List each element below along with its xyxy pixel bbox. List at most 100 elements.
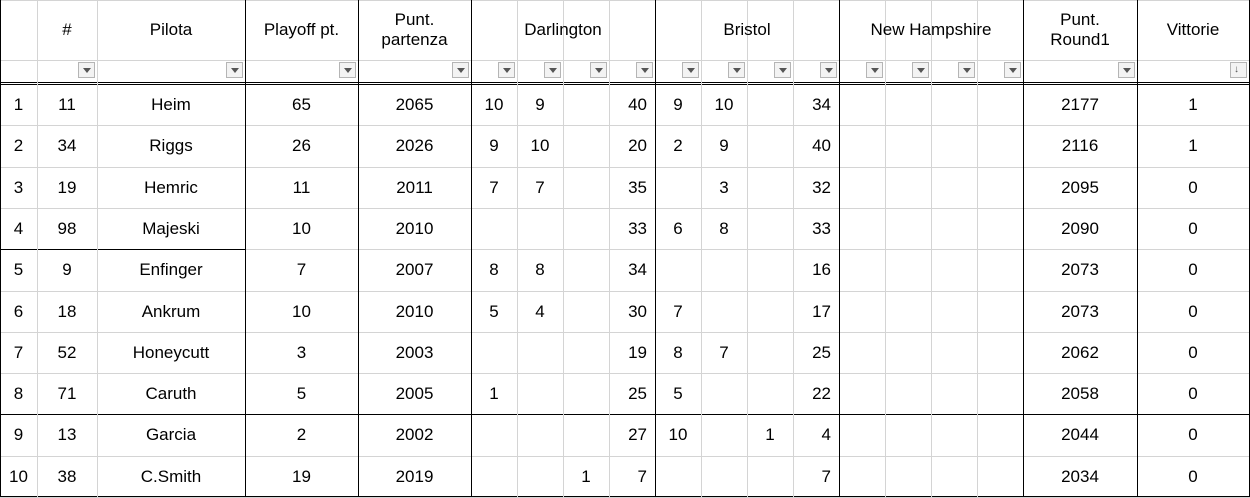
cell-start-points[interactable]: 2002 — [395, 425, 434, 444]
cell-bristol[interactable]: 3 — [719, 177, 729, 197]
filter-dropdown-button[interactable] — [1118, 62, 1135, 78]
cell-playoff-points[interactable]: 5 — [296, 383, 307, 403]
cell-bristol[interactable] — [701, 373, 747, 414]
cell-new-hampshire[interactable] — [931, 125, 977, 167]
filter-dropdown-button[interactable] — [636, 62, 653, 78]
cell-bristol[interactable]: 2 — [673, 136, 683, 155]
cell-driver[interactable]: Garcia — [145, 425, 197, 444]
cell-rank[interactable]: 5 — [13, 260, 24, 279]
cell-bristol[interactable] — [747, 84, 793, 125]
cell-darlington[interactable]: 40 — [628, 94, 647, 114]
cell-bristol[interactable]: 34 — [812, 94, 831, 114]
cell-bristol[interactable]: 8 — [719, 218, 729, 238]
cell-bristol[interactable] — [655, 456, 701, 497]
cell-car-number[interactable]: 38 — [57, 466, 77, 486]
cell-round1-points[interactable]: 2177 — [1061, 94, 1099, 114]
cell-new-hampshire[interactable] — [931, 208, 977, 249]
cell-new-hampshire[interactable] — [885, 373, 931, 414]
filter-dropdown-button[interactable] — [774, 62, 791, 78]
cell-round1-points[interactable]: 2095 — [1061, 177, 1099, 197]
cell-wins[interactable]: 0 — [1188, 466, 1198, 486]
cell-new-hampshire[interactable] — [931, 456, 977, 497]
cell-wins[interactable]: 1 — [1188, 94, 1198, 114]
cell-bristol[interactable] — [747, 167, 793, 208]
cell-start-points[interactable]: 2011 — [396, 177, 433, 197]
cell-new-hampshire[interactable] — [931, 249, 977, 291]
cell-wins[interactable]: 0 — [1188, 425, 1198, 444]
cell-darlington[interactable]: 20 — [628, 136, 647, 155]
cell-wins[interactable]: 0 — [1188, 301, 1198, 321]
cell-bristol[interactable]: 7 — [719, 342, 729, 362]
cell-darlington[interactable]: 1 — [489, 383, 499, 403]
cell-bristol[interactable] — [701, 291, 747, 332]
cell-driver[interactable]: Heim — [151, 94, 191, 114]
cell-darlington[interactable]: 30 — [628, 301, 647, 321]
cell-round1-points[interactable]: 2058 — [1061, 383, 1099, 403]
cell-new-hampshire[interactable] — [977, 456, 1023, 497]
cell-round1-points[interactable]: 2116 — [1061, 136, 1099, 155]
cell-darlington[interactable] — [563, 167, 609, 208]
cell-start-points[interactable]: 2010 — [395, 301, 434, 321]
cell-car-number[interactable]: 11 — [58, 94, 76, 114]
cell-playoff-points[interactable]: 26 — [292, 136, 311, 155]
cell-playoff-points[interactable]: 3 — [296, 342, 307, 362]
cell-darlington[interactable] — [563, 208, 609, 249]
cell-darlington[interactable] — [471, 332, 517, 373]
cell-bristol[interactable]: 7 — [673, 301, 683, 321]
cell-new-hampshire[interactable] — [839, 373, 885, 414]
cell-bristol[interactable] — [747, 208, 793, 249]
cell-new-hampshire[interactable] — [977, 332, 1023, 373]
cell-start-points[interactable]: 2026 — [395, 136, 434, 155]
cell-new-hampshire[interactable] — [977, 291, 1023, 332]
cell-wins[interactable]: 0 — [1188, 218, 1198, 238]
cell-bristol[interactable]: 9 — [719, 136, 729, 155]
cell-darlington[interactable] — [517, 208, 563, 249]
cell-wins[interactable]: 0 — [1188, 383, 1198, 403]
cell-start-points[interactable]: 2065 — [395, 94, 434, 114]
cell-driver[interactable]: Honeycutt — [132, 342, 210, 362]
cell-darlington[interactable] — [471, 456, 517, 497]
filter-dropdown-button[interactable] — [912, 62, 929, 78]
cell-car-number[interactable]: 52 — [57, 342, 77, 362]
cell-new-hampshire[interactable] — [839, 249, 885, 291]
filter-dropdown-button[interactable] — [226, 62, 243, 78]
cell-darlington[interactable]: 25 — [628, 383, 647, 403]
cell-darlington[interactable]: 1 — [581, 466, 591, 486]
cell-bristol[interactable] — [701, 249, 747, 291]
cell-car-number[interactable]: 98 — [57, 218, 77, 238]
cell-new-hampshire[interactable] — [931, 84, 977, 125]
cell-new-hampshire[interactable] — [885, 84, 931, 125]
cell-new-hampshire[interactable] — [885, 167, 931, 208]
cell-rank[interactable]: 8 — [13, 383, 24, 403]
cell-new-hampshire[interactable] — [839, 84, 885, 125]
cell-new-hampshire[interactable] — [931, 167, 977, 208]
cell-new-hampshire[interactable] — [885, 291, 931, 332]
cell-darlington[interactable]: 7 — [637, 466, 647, 486]
cell-bristol[interactable]: 40 — [812, 136, 831, 155]
cell-wins[interactable]: 0 — [1188, 177, 1198, 197]
cell-darlington[interactable]: 33 — [628, 218, 647, 238]
filter-dropdown-button[interactable] — [682, 62, 699, 78]
cell-driver[interactable]: Enfinger — [139, 260, 203, 279]
cell-darlington[interactable] — [563, 291, 609, 332]
cell-new-hampshire[interactable] — [839, 414, 885, 456]
cell-start-points[interactable]: 2003 — [395, 342, 434, 362]
cell-darlington[interactable]: 27 — [628, 425, 647, 444]
cell-car-number[interactable]: 71 — [57, 383, 77, 403]
filter-dropdown-button[interactable] — [866, 62, 883, 78]
cell-driver[interactable]: Riggs — [149, 136, 193, 155]
cell-darlington[interactable]: 8 — [489, 260, 499, 279]
cell-driver[interactable]: Ankrum — [141, 301, 201, 321]
cell-bristol[interactable]: 10 — [668, 425, 688, 444]
cell-new-hampshire[interactable] — [931, 414, 977, 456]
cell-darlington[interactable]: 7 — [489, 177, 499, 197]
cell-new-hampshire[interactable] — [885, 125, 931, 167]
cell-wins[interactable]: 1 — [1188, 136, 1198, 155]
cell-darlington[interactable]: 19 — [628, 342, 647, 362]
cell-new-hampshire[interactable] — [977, 208, 1023, 249]
cell-bristol[interactable] — [701, 456, 747, 497]
cell-new-hampshire[interactable] — [885, 249, 931, 291]
filter-dropdown-button[interactable] — [452, 62, 469, 78]
cell-bristol[interactable]: 17 — [812, 301, 831, 321]
filter-dropdown-button[interactable] — [78, 62, 95, 78]
